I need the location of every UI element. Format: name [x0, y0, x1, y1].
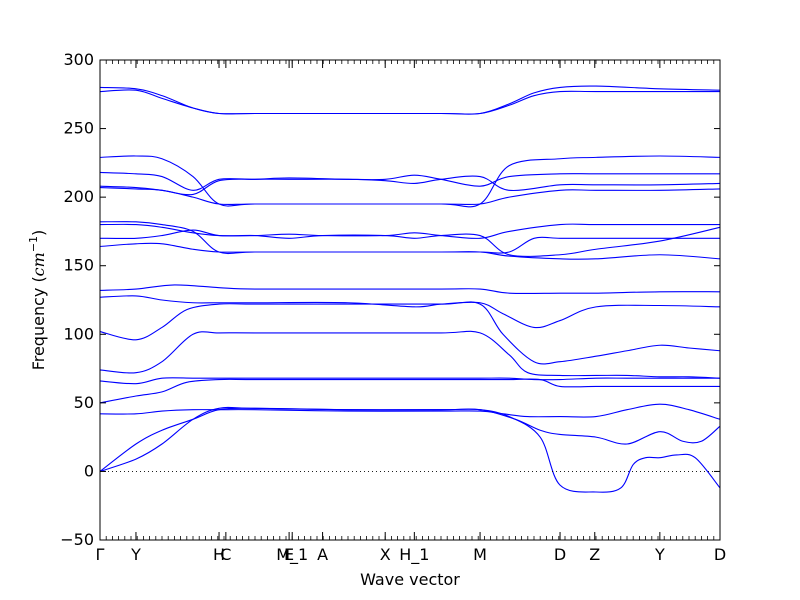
y-axis-title-exponent: −1: [27, 236, 40, 252]
y-tick-label: 300: [63, 50, 94, 69]
x-tick-label: X: [380, 545, 391, 564]
series-layer: [99, 85, 721, 493]
y-axis: −50 0 50 100 150 200 250 300: [60, 50, 720, 549]
x-tick-label: E: [284, 545, 294, 564]
x-tick-label: Y: [130, 545, 141, 564]
x-tick-label: Y: [654, 545, 665, 564]
phonon-branch-8: [99, 295, 721, 329]
phonon-branch-3: [99, 403, 721, 420]
x-tick-label: Z: [589, 545, 600, 564]
y-axis-title-text: Frequency (: [29, 276, 48, 370]
x-axis-title: Wave vector: [360, 570, 460, 589]
x-tick-label: A: [317, 545, 328, 564]
y-tick-label: 0: [84, 461, 94, 480]
y-tick-label: −50: [60, 530, 94, 549]
x-tick-label: C: [220, 545, 231, 564]
x-tick-label: D: [554, 545, 566, 564]
phonon-branch-5: [99, 377, 720, 385]
x-tick-label: M: [473, 545, 487, 564]
phonon-branch-15: [99, 175, 721, 196]
y-axis-title-unit: cm: [29, 252, 48, 276]
phonon-branch-2: [99, 407, 721, 472]
phonon-branch-9: [99, 284, 721, 294]
y-axis-title: Frequency (cm−1): [27, 230, 48, 371]
y-tick-label: 250: [63, 119, 94, 138]
x-tick-label: D: [714, 545, 726, 564]
x-tick-label: H: [213, 545, 225, 564]
phonon-branch-6: [99, 330, 721, 379]
y-tick-label: 100: [63, 324, 94, 343]
y-axis-title-close: ): [29, 230, 48, 236]
x-tick-label: H_1: [399, 545, 429, 565]
phonon-branch-16: [99, 171, 720, 191]
phonon-branch-4: [99, 378, 720, 404]
phonon-branch-13: [99, 221, 720, 255]
y-tick-label: 50: [74, 393, 94, 412]
phonon-branch-18: [99, 89, 720, 115]
y-tick-label: 150: [63, 256, 94, 275]
x-tick-label: Γ: [96, 545, 105, 564]
x-axis: Γ Y HC EM_1 A X H_1 M D Z Y D: [96, 60, 726, 565]
plot-frame: [99, 59, 721, 541]
y-tick-label: 200: [63, 187, 94, 206]
phonon-branch-1: [99, 406, 721, 493]
phonon-branch-12: [99, 223, 720, 239]
phonon-branch-19: [99, 85, 721, 115]
x-tick-label: M_1: [276, 545, 308, 565]
phonon-branch-17: [99, 155, 721, 208]
